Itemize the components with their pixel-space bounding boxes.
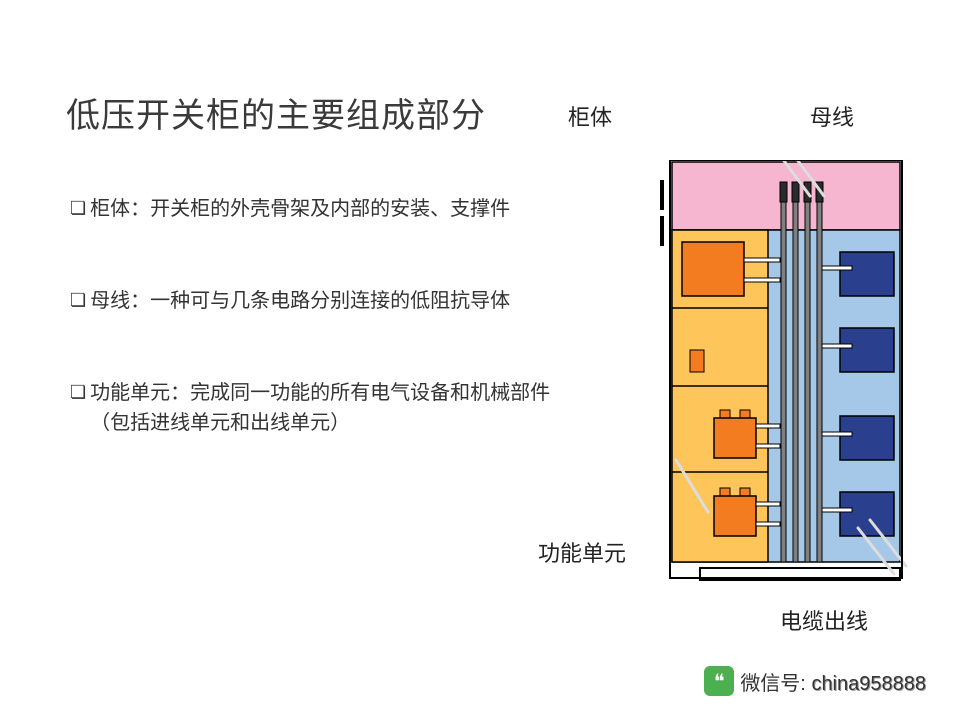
bullet-item: 母线：一种可与几条电路分别连接的低阻抗导体 <box>70 286 590 316</box>
watermark-text: 微信号: china958888 <box>740 667 926 696</box>
label-busbar: 母线 <box>810 100 854 132</box>
watermark: ❝ 微信号: china958888 <box>704 666 926 696</box>
bullet-item: 柜体：开关柜的外壳骨架及内部的安装、支撑件 <box>70 194 590 224</box>
label-cabinet: 柜体 <box>568 100 612 132</box>
bullet-item: 功能单元：完成同一功能的所有电气设备和机械部件（包括进线单元和出线单元） <box>70 378 590 438</box>
page-title: 低压开关柜的主要组成部分 <box>66 88 486 137</box>
label-functional-unit: 功能单元 <box>538 536 626 568</box>
switchgear-diagram <box>660 160 908 590</box>
label-cable-out: 电缆出线 <box>780 604 868 636</box>
wechat-icon: ❝ <box>704 666 734 696</box>
